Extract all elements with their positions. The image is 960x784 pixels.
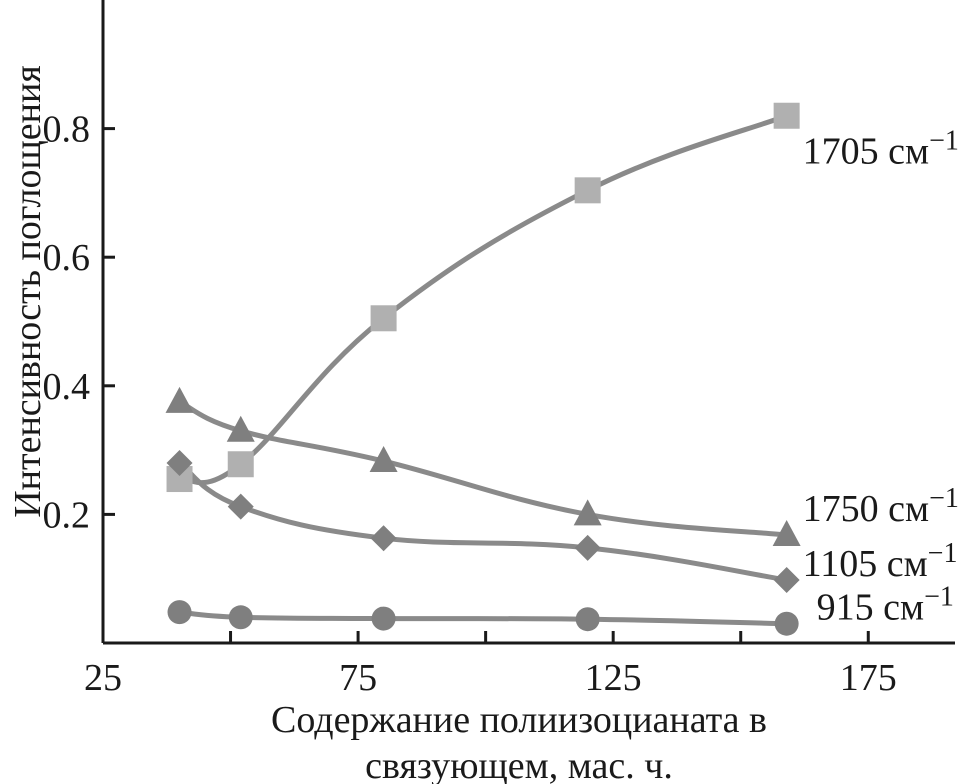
data-point-circle [228, 605, 253, 630]
series-line-diamond [177, 460, 790, 583]
data-point-circle [371, 606, 396, 631]
data-point-square [227, 451, 254, 478]
series-markers [165, 102, 801, 636]
series-line-circle [177, 609, 790, 627]
data-point-diamond [773, 566, 800, 593]
data-point-diamond [227, 493, 254, 520]
data-point-circle [774, 611, 799, 636]
x-tick-label: 75 [339, 657, 377, 699]
series-label-circle: 915 см−1 [817, 582, 954, 629]
y-tick-label: 0.2 [43, 494, 91, 536]
x-axis-label: Содержание полиизоцианата в [271, 699, 767, 741]
data-point-square [370, 305, 397, 332]
data-point-triangle [772, 519, 801, 546]
data-point-triangle [573, 499, 602, 526]
y-tick-label: 0.4 [43, 366, 91, 408]
data-point-circle [575, 607, 600, 632]
data-point-triangle [165, 386, 194, 413]
series-label-triangle: 1750 см−1 [803, 483, 959, 530]
data-point-circle [167, 600, 192, 625]
data-point-square [574, 177, 601, 204]
data-point-square [773, 102, 800, 129]
data-point-triangle [226, 415, 255, 442]
y-axis-label: Интенсивность поглощения [7, 65, 49, 518]
labels: Содержание полиизоцианата в связующем, ма… [7, 65, 959, 784]
x-tick-label: 125 [585, 657, 642, 699]
y-tick-label: 0.6 [43, 237, 91, 279]
series-label-diamond: 1105 см−1 [803, 538, 958, 585]
x-tick-label: 25 [84, 657, 122, 699]
series-label-square: 1705 см−1 [803, 126, 959, 173]
data-point-diamond [574, 534, 601, 561]
x-tick-label: 175 [840, 657, 897, 699]
series-lines [177, 113, 790, 627]
x-axis-label: связующем, мас. ч. [365, 745, 673, 784]
axes: 0.2 0.4 0.6 0.8 25 75 125 175 [43, 0, 955, 699]
y-tick-label: 0.8 [43, 109, 91, 151]
data-point-diamond [370, 525, 397, 552]
series-line-square [177, 113, 790, 486]
data-point-triangle [369, 446, 398, 473]
data-point-diamond [166, 449, 193, 476]
